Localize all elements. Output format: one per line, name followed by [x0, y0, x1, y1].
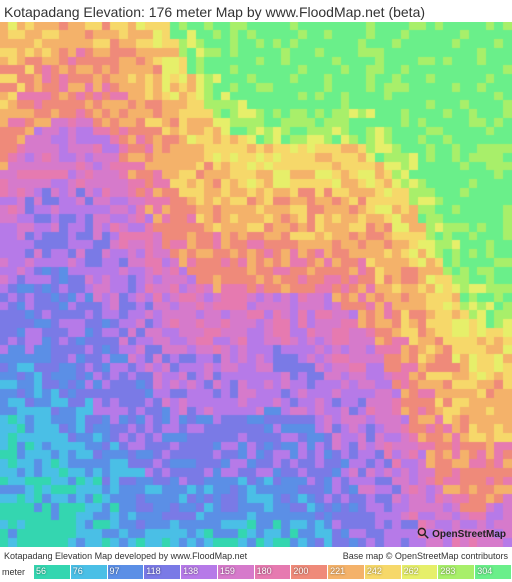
osm-attribution: OpenStreetMap: [416, 526, 506, 543]
elevation-map: OpenStreetMap: [0, 22, 512, 547]
legend-bar: 56 76 97 118 138 159 180 200 221 242 262 283 304: [34, 565, 512, 579]
legend-tick: 159: [220, 566, 235, 576]
legend-cell: 221: [328, 565, 365, 579]
osm-label: OpenStreetMap: [432, 529, 506, 540]
credits-right: Base map © OpenStreetMap contributors: [343, 551, 508, 561]
legend-cell: 242: [365, 565, 402, 579]
legend-cell: 97: [108, 565, 145, 579]
legend-tick: 200: [293, 566, 308, 576]
legend-cell: 304: [475, 565, 512, 579]
legend-tick: 56: [36, 566, 46, 576]
elevation-legend: meter 56 76 97 118 138 159 180 200 221 242 262 283 3…: [0, 562, 512, 582]
map-canvas: [0, 22, 512, 547]
legend-cell: 138: [181, 565, 218, 579]
legend-tick: 242: [367, 566, 382, 576]
legend-tick: 262: [404, 566, 419, 576]
legend-tick: 221: [330, 566, 345, 576]
legend-tick: 138: [183, 566, 198, 576]
credits-left: Kotapadang Elevation Map developed by ww…: [4, 551, 247, 561]
legend-cell: 180: [255, 565, 292, 579]
legend-tick: 180: [257, 566, 272, 576]
legend-tick: 118: [146, 566, 160, 576]
magnifier-icon: [416, 526, 430, 543]
legend-cell: 159: [218, 565, 255, 579]
legend-cell: 262: [402, 565, 439, 579]
legend-cell: 56: [34, 565, 71, 579]
legend-tick: 304: [477, 566, 492, 576]
legend-cell: 200: [291, 565, 328, 579]
legend-unit: meter: [0, 567, 34, 577]
legend-tick: 76: [73, 566, 83, 576]
legend-tick: 97: [110, 566, 120, 576]
legend-cell: 118: [144, 565, 181, 579]
legend-cell: 283: [438, 565, 475, 579]
legend-cell: 76: [71, 565, 108, 579]
page-title: Kotapadang Elevation: 176 meter Map by w…: [4, 4, 425, 20]
legend-tick: 283: [440, 566, 455, 576]
